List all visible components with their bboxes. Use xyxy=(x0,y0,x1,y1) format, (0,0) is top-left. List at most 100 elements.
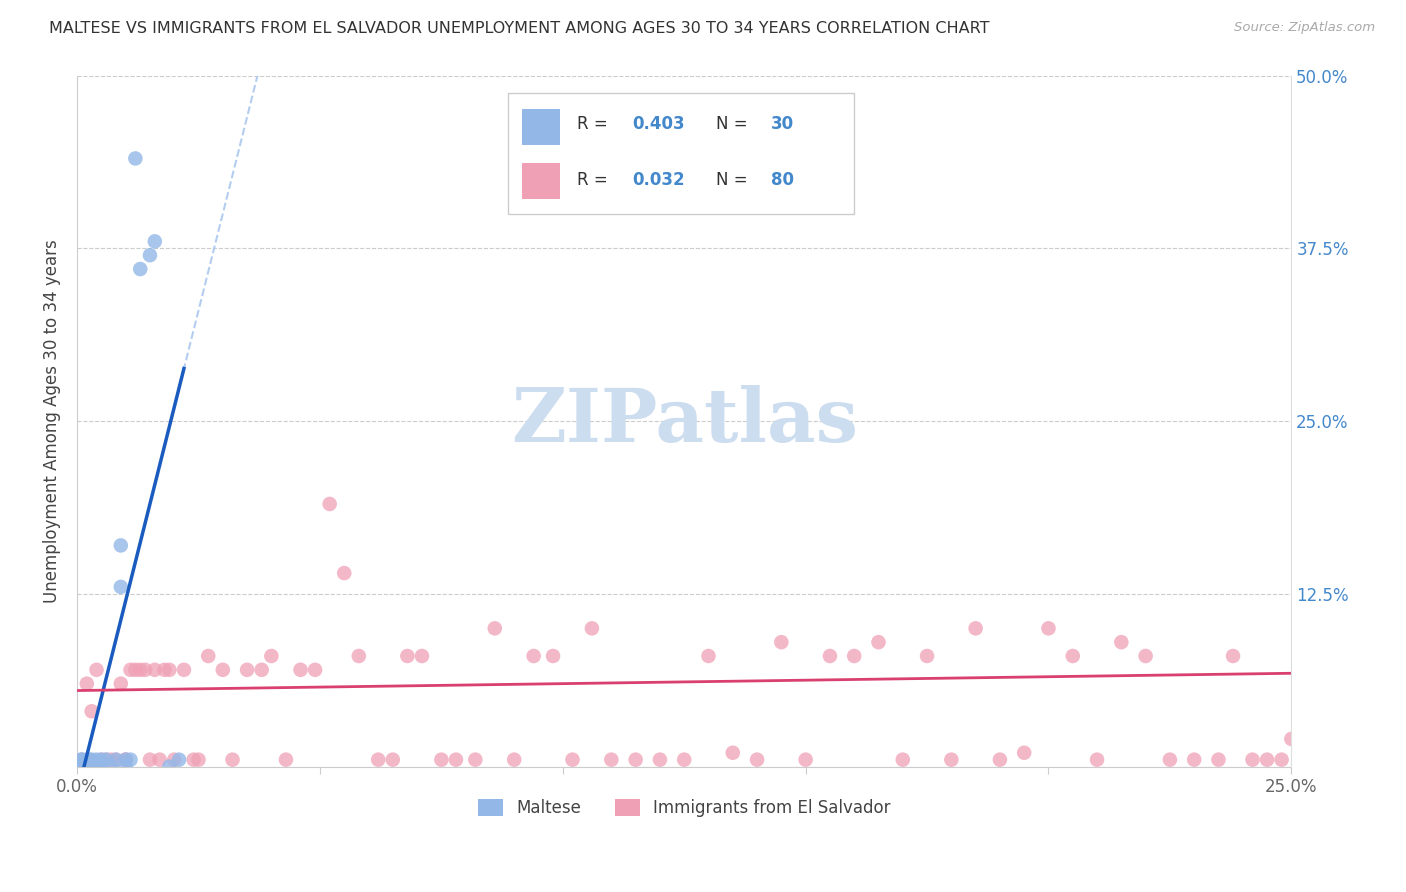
Point xyxy=(96,753,118,767)
Point xyxy=(76,753,98,767)
Point xyxy=(100,759,122,773)
Point xyxy=(318,497,340,511)
Point xyxy=(1111,635,1133,649)
Point xyxy=(581,621,603,635)
Point xyxy=(211,663,233,677)
Point xyxy=(868,635,890,649)
Text: ZIPatlas: ZIPatlas xyxy=(510,384,858,458)
Point xyxy=(1271,753,1294,767)
Point xyxy=(794,753,817,767)
Point xyxy=(73,759,96,773)
Point xyxy=(1159,753,1181,767)
Point xyxy=(197,648,219,663)
Point xyxy=(624,753,647,767)
Point xyxy=(1222,648,1244,663)
Point xyxy=(167,753,190,767)
Point xyxy=(541,648,564,663)
Point xyxy=(69,759,91,773)
Point xyxy=(80,704,103,718)
Point xyxy=(396,648,419,663)
Point xyxy=(110,538,132,552)
Point xyxy=(260,648,283,663)
Point xyxy=(90,753,112,767)
Point xyxy=(503,753,526,767)
Point xyxy=(411,648,433,663)
Point xyxy=(274,753,297,767)
Point xyxy=(250,663,273,677)
Point xyxy=(290,663,312,677)
Point xyxy=(844,648,866,663)
Point xyxy=(381,753,404,767)
Point xyxy=(484,621,506,635)
Point xyxy=(523,648,546,663)
Point xyxy=(134,663,156,677)
Point xyxy=(139,248,162,262)
Point xyxy=(1279,731,1302,746)
Point xyxy=(770,635,793,649)
Point xyxy=(120,663,142,677)
Point xyxy=(104,753,127,767)
Point xyxy=(965,621,987,635)
Point xyxy=(104,753,127,767)
Point xyxy=(367,753,389,767)
Point xyxy=(80,759,103,773)
Point xyxy=(444,753,467,767)
Point xyxy=(600,753,623,767)
Point xyxy=(648,753,671,767)
Legend: Maltese, Immigrants from El Salvador: Maltese, Immigrants from El Salvador xyxy=(471,792,897,824)
Point xyxy=(124,152,146,166)
Point xyxy=(110,580,132,594)
Point xyxy=(721,746,744,760)
Point xyxy=(124,663,146,677)
Point xyxy=(1038,621,1060,635)
Point xyxy=(76,676,98,690)
Point xyxy=(86,759,108,773)
Point xyxy=(163,753,186,767)
Point xyxy=(70,759,93,773)
Point xyxy=(70,753,93,767)
Point xyxy=(114,753,136,767)
Point xyxy=(80,753,103,767)
Point xyxy=(110,676,132,690)
Point xyxy=(304,663,326,677)
Point xyxy=(129,663,152,677)
Point xyxy=(697,648,720,663)
Text: Source: ZipAtlas.com: Source: ZipAtlas.com xyxy=(1234,21,1375,35)
Point xyxy=(173,663,195,677)
Point xyxy=(143,235,166,249)
Point xyxy=(90,753,112,767)
Point xyxy=(86,663,108,677)
Point xyxy=(114,753,136,767)
Point xyxy=(673,753,696,767)
Point xyxy=(236,663,259,677)
Point xyxy=(149,753,172,767)
Point xyxy=(1012,746,1035,760)
Point xyxy=(76,759,98,773)
Point xyxy=(72,759,94,773)
Point xyxy=(114,753,136,767)
Point xyxy=(464,753,486,767)
Point xyxy=(86,753,108,767)
Point xyxy=(333,566,356,580)
Point xyxy=(70,753,93,767)
Point xyxy=(120,753,142,767)
Point xyxy=(77,753,100,767)
Point xyxy=(139,753,162,767)
Point xyxy=(1208,753,1230,767)
Point xyxy=(187,753,209,767)
Point xyxy=(941,753,963,767)
Point xyxy=(157,759,180,773)
Point xyxy=(129,262,152,277)
Point xyxy=(153,663,176,677)
Point xyxy=(430,753,453,767)
Point xyxy=(114,759,136,773)
Point xyxy=(1241,753,1264,767)
Point xyxy=(100,753,122,767)
Point xyxy=(347,648,370,663)
Y-axis label: Unemployment Among Ages 30 to 34 years: Unemployment Among Ages 30 to 34 years xyxy=(44,239,60,603)
Point xyxy=(221,753,243,767)
Point xyxy=(818,648,841,663)
Point xyxy=(90,759,112,773)
Point xyxy=(70,753,93,767)
Point xyxy=(183,753,205,767)
